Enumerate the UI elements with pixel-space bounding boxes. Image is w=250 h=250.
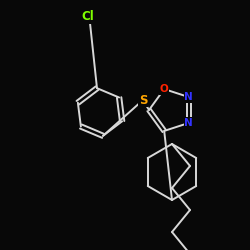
Text: O: O bbox=[160, 84, 168, 94]
Text: N: N bbox=[184, 92, 193, 102]
Text: S: S bbox=[139, 94, 147, 106]
Text: N: N bbox=[184, 118, 193, 128]
Text: Cl: Cl bbox=[82, 10, 94, 24]
